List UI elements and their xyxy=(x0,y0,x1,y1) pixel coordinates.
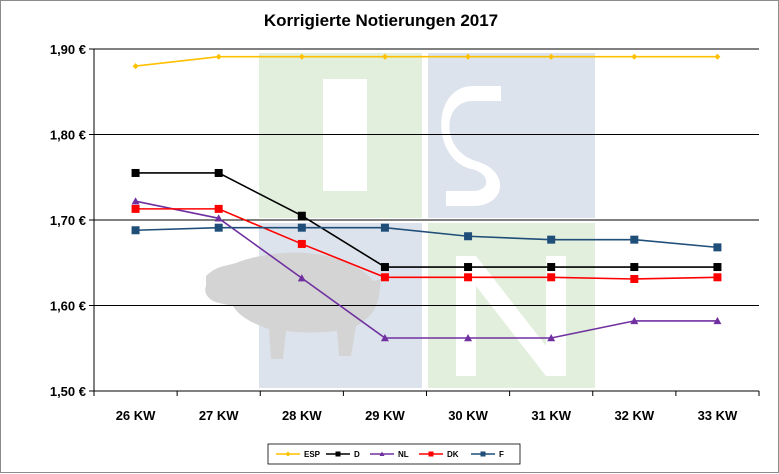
x-tick-label: 28 KW xyxy=(282,408,322,423)
axes xyxy=(89,48,760,396)
x-tick-label: 33 KW xyxy=(698,408,738,423)
series-line-esp xyxy=(135,55,718,67)
legend-label-nl: NL xyxy=(398,450,409,459)
data-point-esp xyxy=(132,63,139,70)
series-line-dk xyxy=(135,208,718,280)
y-tick-label: 1,70 € xyxy=(50,213,86,228)
data-point-d xyxy=(380,263,389,272)
data-point-f xyxy=(547,235,556,244)
series-d xyxy=(131,168,722,272)
watermark-block-blue-top xyxy=(428,53,595,218)
y-tick-label: 1,80 € xyxy=(50,128,86,143)
data-point-d xyxy=(630,263,639,272)
data-point-dk xyxy=(630,274,639,283)
series-line-f xyxy=(135,226,718,249)
y-tick-label: 1,60 € xyxy=(50,299,86,314)
x-tick-label: 27 KW xyxy=(199,408,239,423)
series-line-d xyxy=(135,172,718,268)
watermark-letter-s xyxy=(441,86,501,206)
legend-marker-nl xyxy=(379,451,385,456)
data-point-dk xyxy=(297,239,306,248)
data-point-d xyxy=(297,211,306,220)
data-point-dk xyxy=(713,273,722,282)
data-point-dk xyxy=(214,204,223,213)
data-point-nl xyxy=(214,214,223,222)
x-tick-label: 32 KW xyxy=(614,408,654,423)
data-point-esp xyxy=(215,53,222,60)
chart-title: Korrigierte Notierungen 2017 xyxy=(264,11,498,30)
series-lines xyxy=(131,53,722,342)
data-point-f xyxy=(464,232,473,241)
grid-lines xyxy=(94,48,759,392)
x-tick-label: 26 KW xyxy=(116,408,156,423)
data-point-nl xyxy=(713,316,722,325)
data-point-dk xyxy=(380,273,389,282)
data-point-nl xyxy=(380,333,389,342)
legend-label-dk: DK xyxy=(447,450,459,459)
legend-marker-esp xyxy=(285,451,291,457)
series-esp xyxy=(132,53,721,70)
data-point-d xyxy=(713,263,722,272)
data-point-d xyxy=(214,168,223,177)
data-point-f xyxy=(214,223,223,232)
data-point-d xyxy=(131,168,140,177)
legend: ESP D NL DK F xyxy=(267,443,521,465)
data-point-d xyxy=(547,263,556,272)
data-point-esp xyxy=(548,53,555,60)
series-dk xyxy=(131,204,722,283)
legend-marker-f xyxy=(480,451,486,457)
data-point-nl xyxy=(547,333,556,342)
data-point-dk xyxy=(464,273,473,282)
data-point-nl xyxy=(131,197,140,205)
data-point-esp xyxy=(631,53,638,60)
data-point-f xyxy=(131,226,140,235)
y-tick-labels: 1,50 € 1,60 € 1,70 € 1,80 € 1,90 € xyxy=(50,42,86,399)
data-point-f xyxy=(297,223,306,232)
data-point-esp xyxy=(465,53,472,60)
data-point-f xyxy=(380,223,389,232)
y-tick-label: 1,50 € xyxy=(50,384,86,399)
legend-label-esp: ESP xyxy=(304,450,321,459)
data-point-f xyxy=(713,243,722,252)
legend-marker-dk xyxy=(428,451,434,457)
legend-marker-d xyxy=(335,451,341,457)
legend-label-f: F xyxy=(499,450,504,459)
data-point-nl xyxy=(630,316,639,325)
data-point-esp xyxy=(381,53,388,60)
data-point-esp xyxy=(714,53,721,60)
data-point-nl xyxy=(297,274,306,282)
data-point-d xyxy=(464,263,473,272)
x-tick-labels: 26 KW 27 KW 28 KW 29 KW 30 KW 31 KW 32 KW 33 KW xyxy=(116,408,738,423)
data-point-f xyxy=(630,235,639,244)
data-point-dk xyxy=(131,204,140,213)
data-point-esp xyxy=(298,53,305,60)
x-tick-label: 29 KW xyxy=(365,408,405,423)
series-f xyxy=(131,223,722,252)
x-tick-label: 31 KW xyxy=(531,408,571,423)
data-point-dk xyxy=(547,273,556,282)
y-tick-label: 1,90 € xyxy=(50,42,86,57)
x-tick-label: 30 KW xyxy=(448,408,488,423)
legend-label-d: D xyxy=(354,450,360,459)
watermark-letter-n xyxy=(456,256,566,376)
data-point-nl xyxy=(464,333,473,342)
